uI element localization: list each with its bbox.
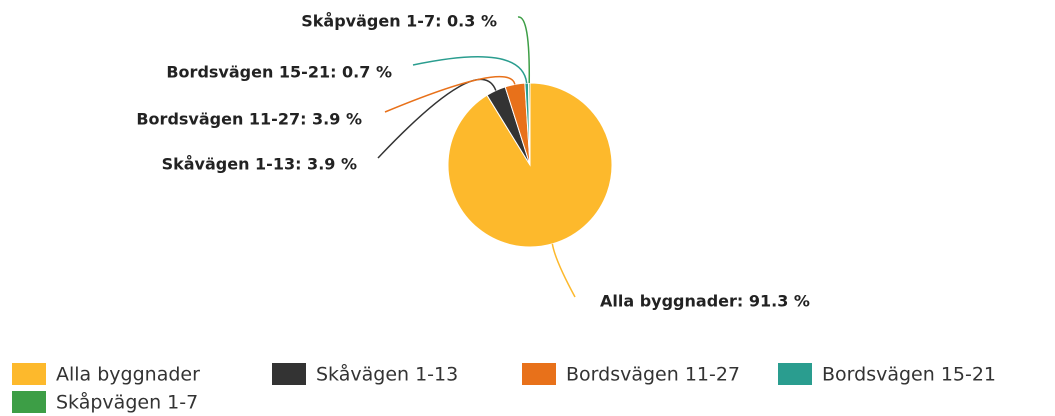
legend-swatch bbox=[12, 391, 46, 413]
legend-label: Alla byggnader bbox=[56, 364, 200, 386]
legend-label: Bordsvägen 15-21 bbox=[822, 364, 996, 386]
data-label: Bordsvägen 15-21: 0.7 % bbox=[166, 63, 392, 82]
data-label: Skåvägen 1-13: 3.9 % bbox=[162, 155, 357, 174]
leader-line bbox=[377, 78, 497, 159]
legend-swatch bbox=[522, 363, 556, 385]
leader-line bbox=[412, 56, 528, 84]
legend-swatch bbox=[272, 363, 306, 385]
leader-line bbox=[517, 16, 530, 84]
legend-swatch bbox=[778, 363, 812, 385]
data-label: Bordsvägen 11-27: 3.9 % bbox=[136, 110, 362, 129]
data-label: Alla byggnader: 91.3 % bbox=[600, 292, 810, 311]
leader-line bbox=[551, 243, 576, 298]
legend-swatch bbox=[12, 363, 46, 385]
data-label: Skåpvägen 1-7: 0.3 % bbox=[301, 12, 497, 31]
leader-line bbox=[384, 75, 516, 113]
pie-slice bbox=[447, 82, 613, 248]
legend-label: Skåvägen 1-13 bbox=[316, 363, 458, 386]
legend-label: Bordsvägen 11-27 bbox=[566, 364, 740, 386]
legend-label: Skåpvägen 1-7 bbox=[56, 391, 198, 414]
